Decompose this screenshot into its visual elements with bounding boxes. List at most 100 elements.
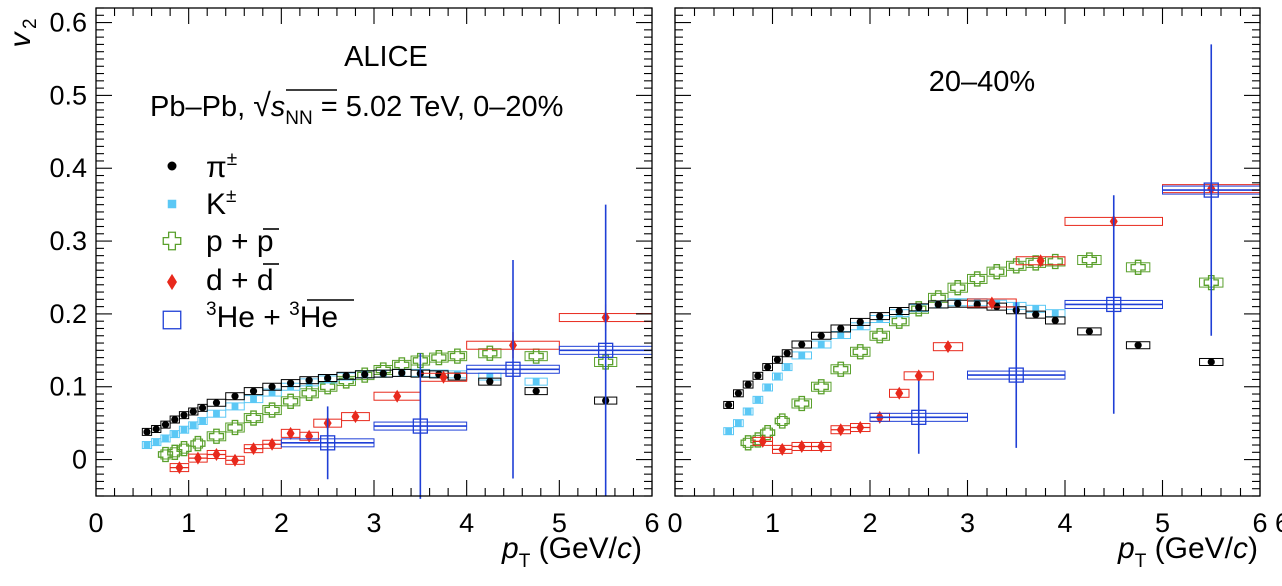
legend-sup1-he: 3 xyxy=(206,299,217,320)
left-he-point xyxy=(412,418,428,434)
left-x-tick-label: 6 xyxy=(644,508,659,538)
right-p-syst-box xyxy=(986,266,1007,277)
left-d-point xyxy=(268,437,277,451)
right-pi-point xyxy=(954,300,962,308)
legend-sup2-he: 3 xyxy=(289,299,300,320)
experiment-label: ALICE xyxy=(344,41,428,73)
right-p-syst-box xyxy=(1125,262,1151,273)
left-p-syst-box xyxy=(447,351,468,362)
left-he-point xyxy=(505,361,521,377)
svg-text:p + p: p + p xyxy=(206,225,274,258)
right-pi-point xyxy=(1085,327,1093,335)
system-label: Pb–Pb, √sNN = 5.02 TeV, 0–20% xyxy=(150,87,563,129)
right-p-syst-box xyxy=(869,330,890,341)
right-he-point xyxy=(911,409,927,425)
left-pi-point xyxy=(532,387,540,395)
left-k-point xyxy=(180,426,188,434)
left-p-point xyxy=(245,410,262,426)
legend-sup-pi: ± xyxy=(227,149,237,170)
left-d-point xyxy=(286,426,295,440)
right-k-point xyxy=(798,352,806,359)
right-p-point xyxy=(759,424,776,441)
svg-text:K±: K± xyxy=(206,186,236,221)
right-d-point xyxy=(987,296,996,310)
right-k-point xyxy=(734,419,742,427)
right-k-point xyxy=(1051,309,1059,317)
x-title-left-sub: T xyxy=(519,551,531,572)
right-x-tick-label: 2 xyxy=(862,508,877,538)
y-tick-label: 0.6 xyxy=(49,8,87,38)
legend-entry-he: 3He + 3He xyxy=(162,299,354,334)
svg-text:π±: π± xyxy=(206,149,237,184)
left-pi-point xyxy=(231,392,239,400)
y-axis-subscript: 2 xyxy=(20,18,41,29)
legend-bar-d: d xyxy=(257,264,274,297)
legend-label-he: He + xyxy=(217,301,290,334)
left-d-point xyxy=(175,461,184,475)
right-d-point xyxy=(856,421,865,435)
left-pi-point xyxy=(342,372,350,380)
x-title-right-p: p xyxy=(1117,532,1135,565)
right-k-syst-box xyxy=(772,372,783,381)
x-title-left-pre: (GeV/ xyxy=(530,532,617,565)
right-pi-point xyxy=(1207,358,1215,366)
right-k-point xyxy=(1032,305,1040,313)
left-p-point xyxy=(482,345,498,361)
left-pi-point xyxy=(198,404,207,412)
svg-text:d + d: d + d xyxy=(206,264,274,297)
left-pi-point xyxy=(152,425,160,433)
left-pi-point xyxy=(189,407,197,416)
right-pi-point xyxy=(734,389,742,397)
right-x-tick-label: 4 xyxy=(1057,508,1072,538)
left-pi-point xyxy=(398,369,406,377)
right-p-point xyxy=(1008,258,1024,274)
left-p-syst-box xyxy=(206,431,227,442)
left-d-point xyxy=(393,389,402,403)
right-pi-point xyxy=(876,312,884,320)
left-x-tick-label: 3 xyxy=(366,508,381,538)
left-pi-point xyxy=(361,370,369,378)
right-p-syst-box xyxy=(791,398,812,409)
left-frame xyxy=(95,7,653,497)
right-pi-point xyxy=(895,307,903,315)
y-tick-label: 0.4 xyxy=(49,153,87,183)
right-d-point xyxy=(797,439,806,453)
right-k-syst-box xyxy=(781,363,793,372)
left-x-tick-label: 4 xyxy=(459,508,474,538)
svg-text:pT (GeV/c): pT (GeV/c) xyxy=(501,532,642,572)
right-p-point xyxy=(1203,274,1219,291)
legend-label-d: d + xyxy=(206,264,257,297)
right-pi-point xyxy=(783,349,791,357)
right-p-point xyxy=(1047,253,1063,270)
right-p-point xyxy=(989,264,1005,280)
system-suffix: = 5.02 TeV, 0–20% xyxy=(313,91,564,123)
centrality-label-right: 20–40% xyxy=(929,66,1035,98)
right-p-point xyxy=(794,395,810,412)
right-k-point xyxy=(783,363,791,371)
right-k-point xyxy=(725,427,733,435)
x-title-left-post: ) xyxy=(632,532,642,565)
right-k-syst-box xyxy=(742,407,754,416)
right-p-syst-box xyxy=(850,346,871,357)
right-k-point xyxy=(773,373,781,380)
x-tick-label-extra: 6 xyxy=(1275,508,1282,538)
left-p-point xyxy=(176,441,192,457)
left-pi-point xyxy=(287,379,295,387)
right-he-point xyxy=(1106,296,1122,313)
legend-bar-he: He xyxy=(300,301,338,334)
left-pi-point xyxy=(453,372,461,381)
right-x-tick-label: 5 xyxy=(1155,508,1170,538)
s-subscript: NN xyxy=(285,108,312,129)
left-k-point xyxy=(231,403,239,410)
left-p-point xyxy=(282,393,299,409)
right-d-point xyxy=(914,369,923,383)
x-title-right-pre: (GeV/ xyxy=(1146,532,1233,565)
y-axis-letter: v xyxy=(4,31,37,48)
right-x-tick-label: 0 xyxy=(667,508,682,538)
x-axis-title-right: pT (GeV/c) xyxy=(1117,532,1258,572)
right-p-point xyxy=(950,280,966,296)
right-pi-point xyxy=(744,380,752,389)
right-pi-point xyxy=(725,401,733,409)
legend-label-k: K xyxy=(206,188,226,221)
